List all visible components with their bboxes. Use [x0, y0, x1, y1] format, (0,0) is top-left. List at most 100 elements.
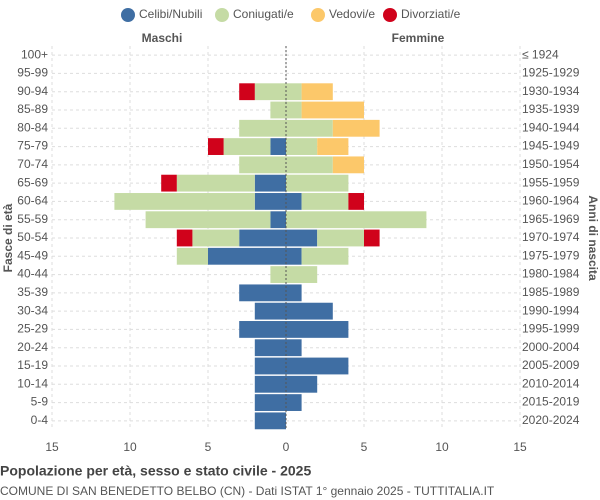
- chart-title: Popolazione per età, sesso e stato civil…: [0, 463, 311, 479]
- y-tick-label: 0-4: [31, 413, 49, 427]
- bar-female: [286, 101, 302, 119]
- y2-tick-label: 1930-1934: [522, 84, 580, 98]
- bar-male: [254, 394, 286, 411]
- y2-tick-label: 1940-1944: [522, 120, 580, 134]
- bar-male: [145, 211, 271, 229]
- bar-male: [192, 229, 240, 247]
- y-tick-label: 20-24: [17, 340, 48, 354]
- bar-female: [332, 156, 364, 174]
- x-tick-label: 15: [513, 440, 527, 454]
- y-tick-label: 95-99: [17, 66, 48, 80]
- bar-male: [161, 174, 177, 192]
- bar-male: [270, 266, 286, 283]
- bar-female: [286, 321, 349, 338]
- bar-male: [208, 247, 286, 265]
- y2-tick-label: 1995-1999: [522, 322, 580, 336]
- chart-subtitle: COMUNE DI SAN BENEDETTO BELBO (CN) - Dat…: [0, 484, 495, 498]
- bar-male: [254, 375, 286, 393]
- bar-male: [270, 138, 286, 155]
- y-tick-label: 85-89: [17, 102, 48, 116]
- legend-marker: [215, 8, 229, 22]
- legend-label: Coniugati/e: [233, 7, 294, 21]
- legend-label: Celibi/Nubili: [139, 7, 202, 21]
- bar-male: [254, 174, 286, 192]
- bar-male: [239, 156, 286, 174]
- y-tick-label: 80-84: [17, 120, 48, 134]
- bar-female: [286, 339, 302, 357]
- bar-female: [286, 156, 333, 174]
- y-tick-label: 5-9: [31, 395, 49, 409]
- bar-male: [176, 174, 255, 192]
- bar-female: [286, 284, 302, 302]
- y2-tick-label: 2005-2009: [522, 358, 580, 372]
- bar-female: [286, 193, 302, 210]
- y2-tick-label: 1950-1954: [522, 157, 580, 171]
- bar-male: [254, 83, 286, 101]
- bar-male: [239, 119, 286, 137]
- bar-male: [254, 412, 286, 430]
- y-tick-label: 25-29: [17, 322, 48, 336]
- bar-male: [223, 138, 271, 155]
- bar-female: [317, 229, 364, 247]
- bar-female: [286, 375, 318, 393]
- bar-male: [254, 357, 286, 375]
- y-tick-label: 30-34: [17, 303, 48, 317]
- y2-tick-label: ≤ 1924: [522, 47, 559, 61]
- y2-tick-label: 1960-1964: [522, 194, 580, 208]
- x-tick-label: 0: [283, 440, 290, 454]
- bar-female: [301, 247, 349, 265]
- bar-male: [254, 193, 286, 210]
- y-tick-label: 70-74: [17, 157, 48, 171]
- bar-male: [176, 229, 193, 247]
- bar-male: [239, 83, 255, 101]
- legend-marker: [121, 8, 135, 22]
- y-tick-label: 75-79: [17, 139, 48, 153]
- bar-male: [208, 138, 224, 155]
- legend-marker: [311, 8, 325, 22]
- y2-tick-label: 1980-1984: [522, 267, 580, 281]
- bar-female: [286, 119, 333, 137]
- bar-female: [301, 193, 349, 210]
- bar-female: [348, 193, 364, 210]
- bar-female: [286, 394, 302, 411]
- y-tick-label: 60-64: [17, 194, 48, 208]
- bar-female: [286, 138, 318, 155]
- bar-male: [270, 211, 286, 229]
- y2-tick-label: 1955-1959: [522, 175, 580, 189]
- bar-female: [286, 211, 427, 229]
- legend-label: Divorziati/e: [401, 7, 461, 21]
- bar-female: [317, 138, 349, 155]
- y2-tick-label: 1985-1989: [522, 285, 580, 299]
- y2-tick-label: 1925-1929: [522, 66, 580, 80]
- y-tick-label: 35-39: [17, 285, 48, 299]
- y-tick-label: 10-14: [17, 376, 48, 390]
- bar-female: [286, 174, 349, 192]
- legend-label: Vedovi/e: [329, 7, 375, 21]
- left-label: Maschi: [142, 31, 183, 45]
- y-tick-label: 15-19: [17, 358, 48, 372]
- y-tick-label: 90-94: [17, 84, 48, 98]
- bar-female: [364, 229, 380, 247]
- bar-male: [254, 339, 286, 357]
- bar-male: [239, 284, 286, 302]
- y2-tick-label: 1970-1974: [522, 230, 580, 244]
- y-tick-label: 100+: [21, 47, 48, 61]
- y2-tick-label: 1935-1939: [522, 102, 580, 116]
- y2-tick-label: 1945-1949: [522, 139, 580, 153]
- y2-tick-label: 2000-2004: [522, 340, 580, 354]
- bar-female: [332, 119, 380, 137]
- y2-axis-label: Anni di nascita: [586, 195, 600, 281]
- bar-female: [286, 357, 349, 375]
- x-tick-label: 15: [45, 440, 59, 454]
- bar-female: [286, 266, 318, 283]
- bar-male: [239, 229, 286, 247]
- y2-tick-label: 2010-2014: [522, 376, 580, 390]
- right-label: Femmine: [392, 31, 445, 45]
- x-tick-label: 10: [123, 440, 137, 454]
- bar-male: [270, 101, 286, 119]
- bar-male: [176, 247, 208, 265]
- y2-tick-label: 2015-2019: [522, 395, 580, 409]
- bar-female: [286, 247, 302, 265]
- bar-male: [114, 193, 255, 210]
